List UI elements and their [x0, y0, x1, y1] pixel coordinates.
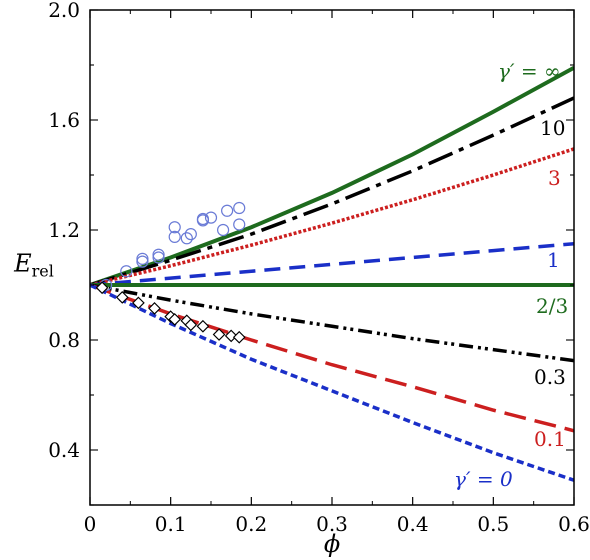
series-line-1 — [90, 96, 574, 287]
circle-marker — [217, 223, 230, 237]
x-tick-label: 0.6 — [558, 512, 590, 536]
circle-marker — [196, 214, 210, 227]
circle-marker — [136, 252, 149, 265]
y-tick-label: 1.2 — [48, 218, 80, 242]
series-label-4: 2/3 — [536, 294, 568, 318]
series-label-6: 0.1 — [534, 427, 566, 451]
x-tick-label: 0 — [84, 512, 97, 536]
series-line-2 — [90, 147, 574, 287]
diamond-marker — [224, 329, 238, 343]
plot-area — [90, 65, 574, 482]
circle-marker — [233, 201, 246, 215]
circle-marker — [136, 255, 149, 268]
diamond-marker — [148, 302, 161, 315]
diamond-marker — [132, 296, 145, 310]
circle-marker — [204, 211, 218, 224]
series-labels: γ′ = ∞ 10 3 1 2/3 0.3 0.1 γ′ = 0 — [454, 59, 568, 491]
series-label-7: γ′ = 0 — [454, 467, 513, 491]
diamond-marker — [168, 313, 182, 326]
y-axis-title-main: E — [13, 249, 32, 277]
circle-marker — [233, 218, 246, 231]
series-label-1: 10 — [540, 116, 565, 140]
series-line-0 — [90, 65, 574, 287]
y-tick-label: 1.6 — [48, 108, 80, 132]
series-label-5: 0.3 — [534, 365, 566, 389]
plot-frame — [89, 9, 575, 506]
diamond-marker — [232, 330, 246, 344]
circle-marker — [221, 204, 234, 217]
x-tick-label: 0.4 — [397, 512, 429, 536]
series-line-5 — [90, 283, 574, 363]
series-label-3: 1 — [547, 248, 560, 272]
y-tick-label: 2.0 — [48, 0, 80, 22]
x-tick-label: 0.2 — [235, 512, 267, 536]
circle-marker — [152, 251, 165, 264]
y-tick-label: 0.8 — [48, 328, 80, 352]
circle-marker — [168, 230, 181, 243]
x-axis-title: ϕ — [324, 530, 340, 558]
diamond-marker — [95, 281, 109, 295]
axes: 0 0.1 0.2 0.3 0.4 0.5 0.6 0.4 0.8 1.2 1.6 2.0 — [48, 0, 590, 536]
diamond-marker — [184, 318, 198, 332]
circle-marker — [120, 265, 133, 278]
circle-marker — [184, 228, 197, 241]
diamond-marker — [196, 319, 210, 333]
series-label-2: 3 — [548, 166, 561, 190]
series-line-7 — [90, 283, 574, 482]
series-label-0: γ′ = ∞ — [498, 59, 561, 83]
x-tick-label: 0.3 — [316, 512, 348, 536]
x-tick-label: 0.1 — [155, 512, 187, 536]
circle-marker — [152, 248, 165, 261]
diamond-marker — [212, 328, 226, 341]
y-axis-title: Erel — [13, 249, 54, 280]
diamond-marker — [115, 291, 129, 304]
x-tick-label: 0.5 — [477, 512, 509, 536]
series-line-3 — [90, 242, 574, 287]
y-axis-title-sub: rel — [32, 261, 54, 280]
circle-marker — [168, 221, 181, 234]
series-line-6 — [90, 283, 574, 433]
y-tick-label: 0.4 — [48, 438, 80, 462]
circle-marker — [180, 232, 193, 245]
